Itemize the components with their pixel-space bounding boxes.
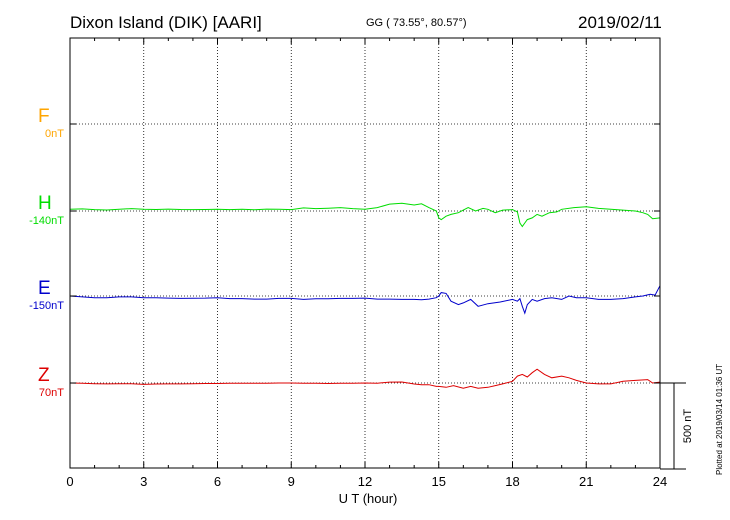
coordinates-label: GG ( 73.55°, 80.57°) (366, 17, 467, 29)
component-label-f: F (38, 106, 50, 127)
series-h-line (69, 202, 661, 228)
baseline-label-z: 70nT (38, 387, 64, 399)
x-tick-label: 24 (653, 474, 667, 489)
plot-frame (69, 37, 661, 469)
series-e-line (69, 285, 661, 315)
x-tick-label: 9 (288, 474, 295, 489)
grid-lines (70, 38, 660, 468)
baseline-label-h: -140nT (29, 215, 64, 227)
x-tick-label: 21 (579, 474, 593, 489)
x-tick-label: 12 (358, 474, 372, 489)
x-tick-label: 18 (505, 474, 519, 489)
scale-bar-label: 500 nT (682, 409, 694, 444)
station-title: Dixon Island (DIK) [AARI] (70, 13, 262, 32)
series-lines (69, 202, 661, 389)
date-label: 2019/02/11 (578, 13, 662, 32)
axis-ticks: 0 3 6 9 12 15 18 21 24 (66, 38, 667, 489)
baseline-label-f: 0nT (45, 128, 64, 140)
x-axis-label: U T (hour) (339, 491, 398, 506)
x-tick-label: 6 (214, 474, 221, 489)
component-label-h: H (38, 193, 52, 214)
series-z-line (69, 368, 661, 389)
x-tick-label: 15 (432, 474, 446, 489)
x-tick-label: 3 (140, 474, 147, 489)
baseline-label-e: -150nT (29, 300, 64, 312)
component-label-e: E (38, 278, 51, 299)
component-label-z: Z (38, 365, 50, 386)
x-tick-label: 0 (66, 474, 73, 489)
plotted-timestamp: Plotted at 2019/03/14 01:36 UT (715, 363, 724, 475)
scale-bar (660, 382, 686, 470)
